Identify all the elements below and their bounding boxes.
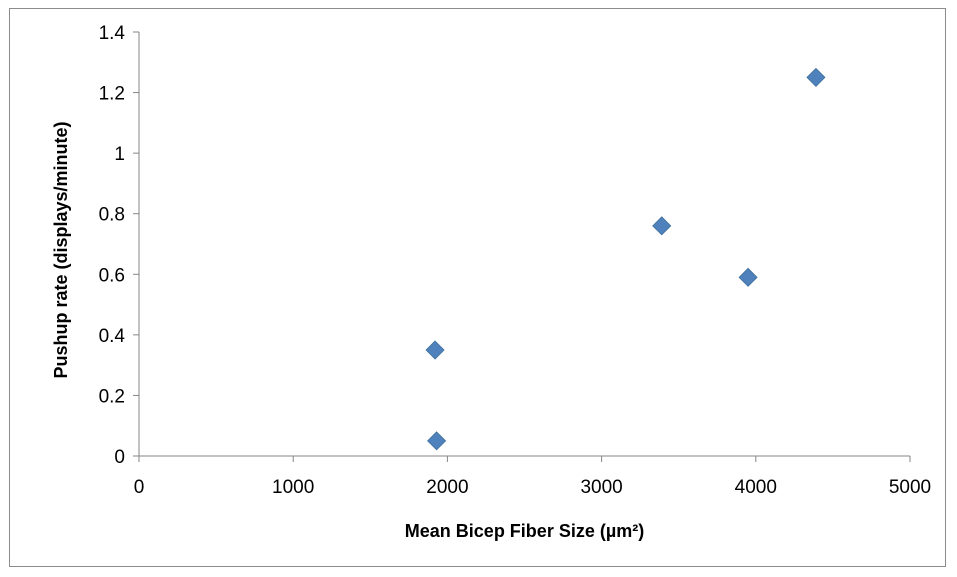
chart-frame <box>9 8 946 567</box>
x-axis-title: Mean Bicep Fiber Size (µm²) <box>405 521 644 541</box>
data-point <box>806 67 826 87</box>
y-tick-label: 0.8 <box>99 205 125 226</box>
data-point <box>652 216 672 236</box>
x-tick-label: 1000 <box>272 477 314 498</box>
y-tick-label: 0.4 <box>99 326 126 347</box>
x-tick-label: 4000 <box>735 477 777 498</box>
data-point <box>427 431 447 451</box>
data-point <box>425 340 445 360</box>
x-tick-label: 0 <box>134 477 145 498</box>
data-points <box>425 67 826 451</box>
y-tick-label: 0 <box>114 447 125 468</box>
x-tick-label: 5000 <box>889 477 931 498</box>
y-tick-label: 1 <box>114 144 125 165</box>
y-tick-label: 1.4 <box>99 23 126 44</box>
y-tick-label: 0.6 <box>99 265 125 286</box>
x-tick-labels: 0 1000 2000 3000 4000 5000 <box>134 456 931 498</box>
data-point <box>738 267 758 287</box>
y-tick-label: 1.2 <box>99 84 125 105</box>
x-tick-label: 2000 <box>426 477 468 498</box>
y-tick-label: 0.2 <box>99 386 125 407</box>
y-axis-title: Pushup rate (displays/minute) <box>51 121 71 378</box>
y-tick-labels: 0 0.2 0.4 0.6 0.8 1 1.2 1.4 <box>99 23 139 468</box>
x-tick-label: 3000 <box>580 477 622 498</box>
